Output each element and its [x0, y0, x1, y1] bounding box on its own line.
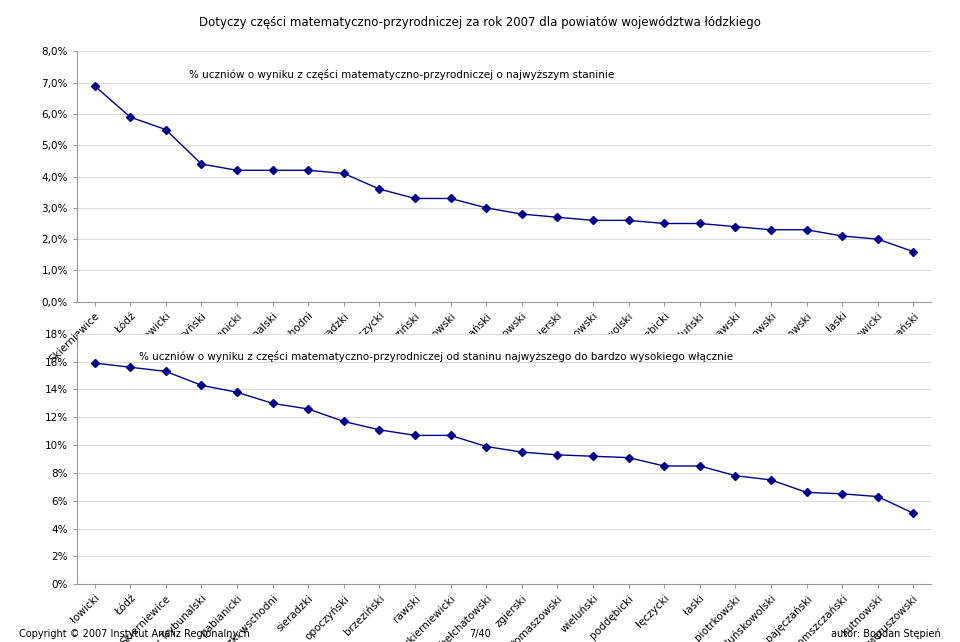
Text: Dotyczy części matematyczno-przyrodniczej za rok 2007 dla powiatów województwa ł: Dotyczy części matematyczno-przyrodnicze…: [199, 16, 761, 29]
Text: % uczniów o wyniku z części matematyczno-przyrodniczej od staninu najwyższego do: % uczniów o wyniku z części matematyczno…: [138, 351, 732, 362]
Text: autor: Bogdan Stępień: autor: Bogdan Stępień: [831, 629, 941, 639]
Text: Copyright © 2007 Instytut Analiz Regionalnych: Copyright © 2007 Instytut Analiz Regiona…: [19, 629, 250, 639]
Text: 7/40: 7/40: [469, 629, 491, 639]
Text: % uczniów o wyniku z części matematyczno-przyrodniczej o najwyższym staninie: % uczniów o wyniku z części matematyczno…: [189, 69, 614, 80]
